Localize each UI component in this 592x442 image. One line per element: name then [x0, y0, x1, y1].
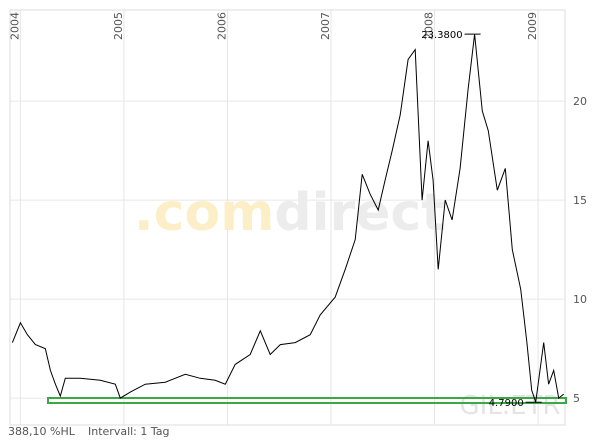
annotation-label: 23.3800	[421, 30, 462, 41]
x-tick-label: 2006	[215, 12, 228, 40]
x-tick-label: 2007	[319, 12, 332, 40]
y-tick-label: 5	[573, 392, 580, 405]
x-tick-label: 2009	[526, 12, 539, 40]
annotation-label: 4.7900	[489, 398, 524, 409]
price-line	[11, 34, 565, 403]
y-tick-label: 20	[573, 95, 587, 108]
x-tick-label: 2005	[112, 12, 125, 40]
symbol-watermark: GIL.ETR	[460, 391, 561, 421]
footer-interval: Intervall: 1 Tag	[88, 425, 170, 438]
x-tick-label: 2004	[8, 12, 21, 40]
x-tick-label: 2008	[423, 12, 436, 40]
watermark-com: .com	[134, 183, 275, 243]
y-tick-label: 10	[573, 293, 587, 306]
range-highlight	[47, 397, 567, 404]
y-tick-label: 15	[573, 194, 587, 207]
watermark: .comdirect	[134, 183, 446, 243]
plot-frame	[9, 9, 566, 426]
footer-range: 388,10 %HL	[8, 425, 76, 438]
